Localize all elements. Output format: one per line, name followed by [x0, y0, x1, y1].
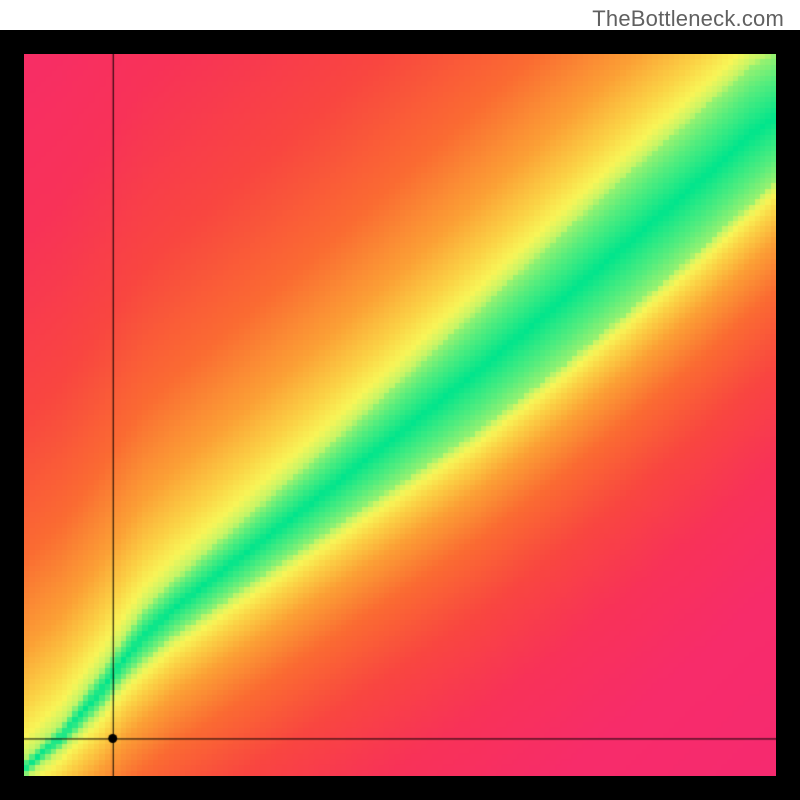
- plot-frame: [0, 30, 800, 800]
- heatmap-canvas: [24, 54, 776, 776]
- figure-container: TheBottleneck.com: [0, 0, 800, 800]
- watermark-label: TheBottleneck.com: [592, 6, 784, 32]
